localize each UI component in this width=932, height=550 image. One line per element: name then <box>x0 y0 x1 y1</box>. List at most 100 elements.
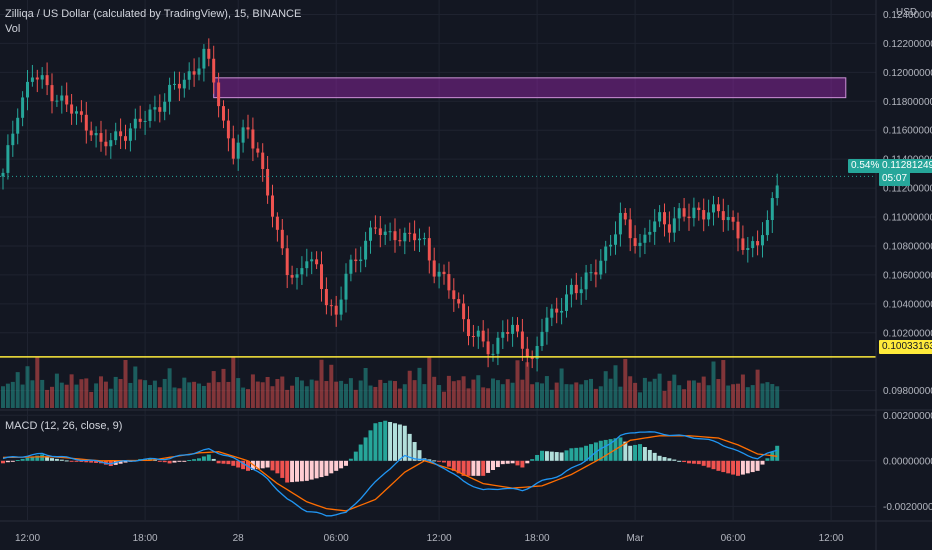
volume-bar <box>363 368 368 408</box>
volume-bar <box>589 378 593 408</box>
candle-body <box>584 272 588 290</box>
candle-body <box>535 346 539 359</box>
macd-histogram-bar <box>564 450 569 461</box>
candle-body <box>315 259 319 265</box>
volume-bar <box>309 379 314 408</box>
volume-bar <box>437 385 442 408</box>
volume-bar <box>192 381 197 408</box>
price-change-tag: 0.54% <box>848 159 883 173</box>
macd-histogram-bar <box>50 458 54 461</box>
candle-body <box>594 272 598 275</box>
macd-histogram-bar <box>295 460 299 482</box>
volume-bar <box>633 382 638 408</box>
candle-body <box>736 221 740 239</box>
volume-bar <box>510 382 515 408</box>
macd-histogram-bar <box>255 460 260 470</box>
symbol-title[interactable]: Zilliqa / US Dollar (calculated by Tradi… <box>5 8 302 20</box>
candle-body <box>462 303 466 320</box>
volume-bar <box>466 388 471 408</box>
macd-histogram-bar <box>500 460 505 465</box>
macd-tick-label: -0.00200000 <box>883 502 932 513</box>
macd-histogram-bar <box>549 451 554 461</box>
volume-label[interactable]: Vol <box>5 23 21 35</box>
volume-bar <box>94 383 99 408</box>
volume-bar <box>172 387 177 408</box>
volume-bar <box>324 381 329 408</box>
candle-body <box>486 341 490 355</box>
volume-bar <box>99 376 103 408</box>
volume-bar <box>544 376 549 408</box>
macd-histogram-bar <box>339 460 344 469</box>
macd-histogram-bar <box>706 460 711 468</box>
macd-histogram-bar <box>334 460 339 471</box>
macd-histogram-bar <box>197 458 201 461</box>
candle-body <box>643 234 647 243</box>
candle-body <box>476 330 480 337</box>
macd-histogram-bar <box>584 445 589 461</box>
candle-body <box>663 212 666 225</box>
macd-histogram-bar <box>216 460 221 464</box>
candle-body <box>741 238 745 250</box>
candle-body <box>746 248 750 250</box>
volume-bar <box>270 386 275 408</box>
volume-bar <box>564 384 569 408</box>
volume-bar <box>25 366 30 408</box>
candle-body <box>300 268 304 275</box>
macd-histogram-bar <box>451 460 456 471</box>
candle-body <box>442 271 446 275</box>
volume-bar <box>721 360 726 408</box>
volume-bar <box>103 381 108 408</box>
horizontal-lines[interactable] <box>0 175 876 358</box>
time-tick-label: 12:00 <box>427 533 452 544</box>
volume-bars <box>1 357 780 408</box>
candlesticks <box>1 38 779 372</box>
candle-body <box>751 241 755 249</box>
volume-bar <box>593 388 598 408</box>
volume-bar <box>45 389 50 408</box>
candle-body <box>599 260 603 275</box>
volume-bar <box>383 383 388 408</box>
macd-histogram-bar <box>40 454 45 461</box>
candle-body <box>555 308 559 313</box>
candle-body <box>761 235 764 246</box>
candle-body <box>413 233 417 241</box>
candle-body <box>604 246 608 261</box>
macd-histogram-bar <box>446 460 451 467</box>
candle-body <box>21 97 25 118</box>
volume-bar <box>162 378 167 408</box>
candle-body <box>560 310 564 313</box>
macd-histogram-bar <box>373 423 378 461</box>
macd-histogram-bar <box>329 460 334 474</box>
volume-bar <box>760 383 765 408</box>
volume-bar <box>143 380 148 408</box>
candle-body <box>168 84 172 102</box>
volume-bar <box>280 376 285 408</box>
macd-histogram-bar <box>466 460 471 476</box>
macd-histogram-bar <box>437 460 442 462</box>
volume-bar <box>123 359 128 408</box>
currency-label[interactable]: USD <box>896 7 918 18</box>
volume-bar <box>368 385 373 408</box>
macd-histogram-bar <box>167 460 172 464</box>
candle-body <box>55 100 59 102</box>
macd-label[interactable]: MACD (12, 26, close, 9) <box>5 420 123 432</box>
macd-histogram-bar <box>647 449 652 461</box>
macd-histogram-bar <box>299 460 304 482</box>
candle-body <box>153 107 157 110</box>
macd-histogram-bar <box>589 444 593 461</box>
volume-bar <box>30 380 35 408</box>
candle-body <box>408 232 412 234</box>
candle-body <box>133 118 137 129</box>
candle-body <box>280 229 284 249</box>
price-tick-label: 0.10400000 <box>883 299 932 310</box>
price-tick-label: 0.11200000 <box>883 184 932 195</box>
macd-histogram-bar <box>691 460 696 464</box>
candle-body <box>565 294 568 311</box>
rectangle-zone[interactable] <box>213 77 847 99</box>
volume-bar <box>662 390 667 408</box>
volume-bar <box>701 376 706 408</box>
volume-bar <box>206 382 211 408</box>
candle-body <box>633 238 637 247</box>
volume-bar <box>765 382 770 408</box>
